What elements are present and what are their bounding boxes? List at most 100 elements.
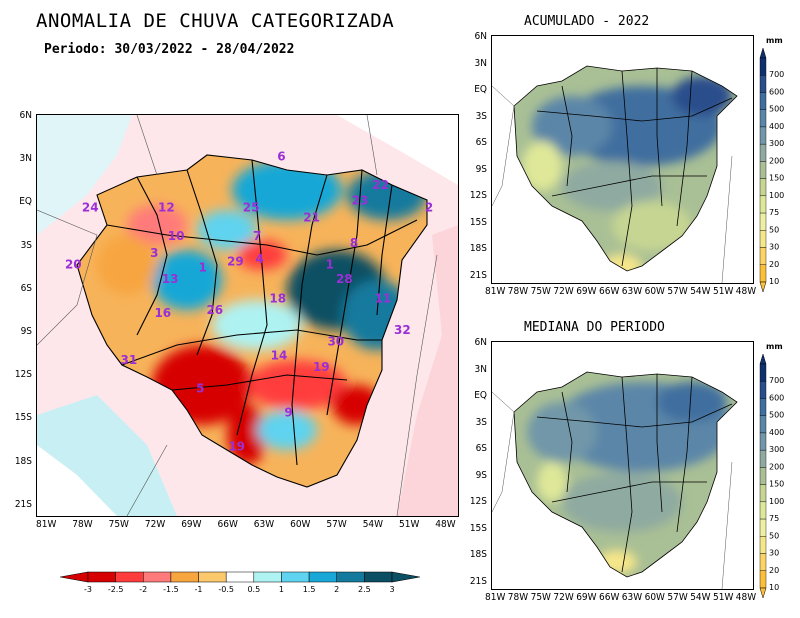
mm-colorbar-label: 700 bbox=[769, 70, 784, 79]
mm-colorbar-swatch bbox=[759, 109, 767, 128]
lon-tick: 72W bbox=[553, 592, 574, 603]
lat-tick: 18S bbox=[469, 243, 487, 254]
lat-tick: 18S bbox=[469, 549, 487, 560]
main-title: ANOMALIA DE CHUVA CATEGORIZADA bbox=[36, 10, 395, 32]
basin-number: 7 bbox=[253, 229, 261, 243]
basin-number: 28 bbox=[336, 272, 353, 286]
mm-colorbar-swatch bbox=[759, 143, 767, 162]
lat-tick: 15S bbox=[469, 522, 487, 534]
lon-tick: 69W bbox=[576, 286, 597, 297]
mm-colorbar-swatch bbox=[759, 501, 767, 520]
mm-colorbar-swatch bbox=[759, 381, 767, 399]
lon-tick: 60W bbox=[644, 592, 665, 603]
mm-unit-label: mm bbox=[766, 342, 783, 351]
mm-colorbar-swatch bbox=[759, 553, 767, 571]
basin-number: 1 bbox=[326, 258, 334, 272]
main-lon-axis: 81W 78W 75W 72W 69W 66W 63W 60W 57W 54W 51W 48W bbox=[36, 519, 459, 533]
basin-number: 6 bbox=[277, 150, 285, 164]
mm-colorbar-swatch bbox=[759, 161, 767, 179]
mm-colorbar-label: 500 bbox=[769, 105, 784, 114]
lat-tick: 3S bbox=[20, 239, 32, 251]
colorbar-swatch bbox=[336, 571, 365, 583]
lon-tick: 78W bbox=[507, 286, 529, 297]
basin-number: 30 bbox=[327, 334, 344, 348]
mm-colorbar-swatch bbox=[759, 126, 767, 145]
mm-colorbar-swatch bbox=[759, 449, 767, 468]
lat-tick: 9S bbox=[475, 469, 487, 481]
lon-tick: 72W bbox=[553, 286, 574, 297]
mm-colorbar-top-canvas: mm 700 600 500 400 300 200 150 100 75 50 30 20 10 bbox=[759, 36, 784, 293]
lat-tick: 6N bbox=[474, 337, 487, 348]
mm-colorbar-label: 150 bbox=[769, 480, 784, 489]
mediana-map-canvas bbox=[492, 342, 753, 589]
lon-tick: 78W bbox=[72, 519, 93, 530]
lat-tick: 18S bbox=[14, 455, 32, 467]
basin-number: 19 bbox=[228, 440, 245, 454]
basin-number: 16 bbox=[154, 306, 171, 320]
colorbar-swatch bbox=[225, 571, 255, 583]
mm-colorbar-label: 200 bbox=[769, 156, 784, 165]
mm-colorbar-label: 700 bbox=[769, 376, 784, 385]
colorbar-label: -0.5 bbox=[218, 585, 234, 594]
mediana-map bbox=[491, 341, 754, 590]
mm-colorbar-label: 150 bbox=[769, 174, 784, 183]
mm-colorbar-swatch bbox=[759, 398, 767, 416]
mm-colorbar-bottom-canvas: mm 700 600 500 400 300 200 150 100 75 50 30 20 10 bbox=[759, 342, 784, 599]
lat-tick: 3N bbox=[474, 363, 487, 375]
lon-tick: 51W bbox=[713, 592, 734, 603]
colorbar-swatch bbox=[143, 571, 172, 583]
mm-colorbar-bottom-arrow bbox=[759, 281, 767, 293]
lon-tick: 48W bbox=[435, 519, 456, 530]
mm-colorbar-label: 30 bbox=[769, 243, 779, 252]
colorbar-label: -1 bbox=[195, 585, 203, 594]
mm-colorbar-label: 300 bbox=[769, 139, 784, 148]
main-anomaly-map: 6 22 24 12 25 23 2 21 10 7 8 20 3 1 29 4 1 13 28 18 11 16 26 32… bbox=[36, 114, 459, 517]
basin-number: 5 bbox=[196, 381, 204, 395]
lon-tick: 51W bbox=[399, 519, 420, 530]
mm-colorbar-label: 400 bbox=[769, 122, 784, 131]
colorbar-label: 0.5 bbox=[247, 585, 260, 594]
mm-colorbar-label: 200 bbox=[769, 462, 784, 471]
basin-number: 20 bbox=[65, 258, 82, 272]
lon-tick: 75W bbox=[530, 286, 551, 297]
mediana-title: MEDIANA DO PERIODO bbox=[524, 320, 665, 335]
lat-tick: 6N bbox=[474, 31, 487, 42]
colorbar-swatch bbox=[281, 571, 310, 583]
mm-colorbar-top: mm 700 600 500 400 300 200 150 100 75 50 30 20 10 bbox=[756, 34, 796, 296]
lat-tick: 15S bbox=[469, 216, 487, 228]
mm-colorbar-bottom: mm 700 600 500 400 300 200 150 100 75 50 30 20 10 bbox=[756, 340, 796, 602]
lon-tick: 54W bbox=[690, 592, 711, 603]
lat-tick: 3N bbox=[19, 153, 32, 165]
lon-tick: 48W bbox=[735, 286, 757, 297]
basin-number: 23 bbox=[352, 194, 369, 208]
lon-tick: 54W bbox=[690, 286, 711, 297]
mm-colorbar-label: 75 bbox=[769, 514, 779, 523]
mm-colorbar-label: 20 bbox=[769, 260, 779, 269]
lon-tick: 66W bbox=[599, 286, 620, 297]
period-label: Periodo: 30/03/2022 - 28/04/2022 bbox=[44, 42, 295, 57]
basin-number: 31 bbox=[121, 353, 138, 367]
mm-colorbar-label: 400 bbox=[769, 428, 784, 437]
colorbar-swatch bbox=[198, 571, 227, 583]
mm-colorbar-label: 10 bbox=[769, 277, 779, 286]
lat-tick: EQ bbox=[474, 84, 487, 95]
lon-tick: 63W bbox=[621, 286, 643, 297]
lon-tick: 57W bbox=[667, 286, 688, 297]
lat-tick: 3N bbox=[474, 57, 487, 69]
lat-tick: 12S bbox=[469, 496, 487, 507]
colorbar-swatch bbox=[308, 571, 337, 583]
lat-tick: 6S bbox=[475, 137, 487, 148]
colorbar-label: 3 bbox=[389, 585, 394, 594]
lat-tick: 9S bbox=[20, 326, 32, 337]
lon-tick: 72W bbox=[144, 519, 166, 530]
mm-colorbar-swatch bbox=[759, 247, 767, 265]
mm-colorbar-swatch bbox=[759, 195, 767, 214]
colorbar-label: -3 bbox=[84, 585, 92, 594]
lat-tick: 12S bbox=[14, 369, 32, 381]
colorbar-label: -2 bbox=[139, 585, 147, 594]
lon-tick: 75W bbox=[530, 592, 551, 603]
mm-unit-label: mm bbox=[766, 36, 783, 45]
basin-number: 14 bbox=[271, 349, 288, 363]
mm-colorbar-top-arrow bbox=[759, 47, 767, 59]
